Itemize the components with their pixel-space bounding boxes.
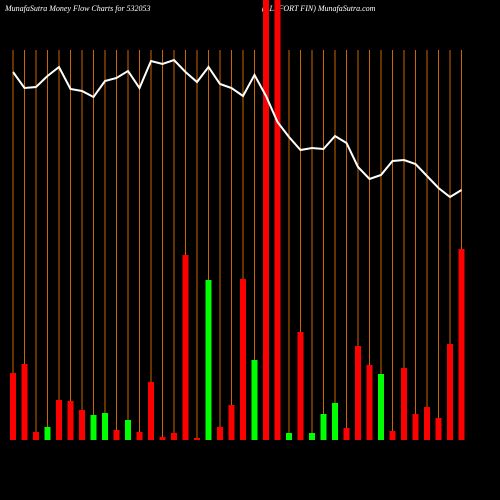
bar: [90, 415, 97, 440]
bar: [159, 437, 166, 440]
bar: [194, 438, 200, 440]
bar: [102, 413, 108, 440]
bar: [366, 365, 373, 440]
bar: [447, 344, 453, 440]
bar: [10, 373, 16, 440]
bar: [263, 0, 269, 440]
money-flow-line: [12, 58, 463, 199]
bar: [378, 374, 384, 440]
bar: [286, 433, 292, 440]
bar: [79, 410, 85, 440]
chart-title: MunafaSutra Money Flow Charts for 532053: [4, 4, 151, 13]
bar: [228, 405, 235, 440]
bar: [251, 360, 258, 440]
bar: [33, 432, 39, 440]
chart-subtitle: (ALLFORT FIN) MunafaSutra.com: [262, 4, 376, 13]
bar: [297, 332, 304, 440]
bar: [343, 428, 350, 440]
bar: [240, 279, 246, 440]
bar: [389, 431, 396, 440]
bar: [44, 427, 51, 440]
bar: [56, 400, 62, 440]
bar: [21, 364, 28, 440]
bar: [113, 430, 120, 440]
bar: [171, 433, 177, 440]
bar: [67, 401, 74, 440]
bar: [355, 346, 361, 440]
bar: [424, 407, 430, 440]
bar: [125, 420, 131, 440]
bar: [332, 403, 338, 440]
bar: [205, 280, 212, 440]
bar: [401, 368, 407, 440]
bar: [435, 418, 442, 440]
bar: [412, 414, 419, 440]
bar: [148, 382, 154, 440]
bar: [320, 414, 327, 440]
bar: [309, 433, 315, 440]
bar: [182, 255, 189, 440]
bar: [136, 432, 143, 440]
bar: [458, 249, 465, 440]
bar: [274, 0, 281, 440]
bar: [217, 427, 223, 440]
